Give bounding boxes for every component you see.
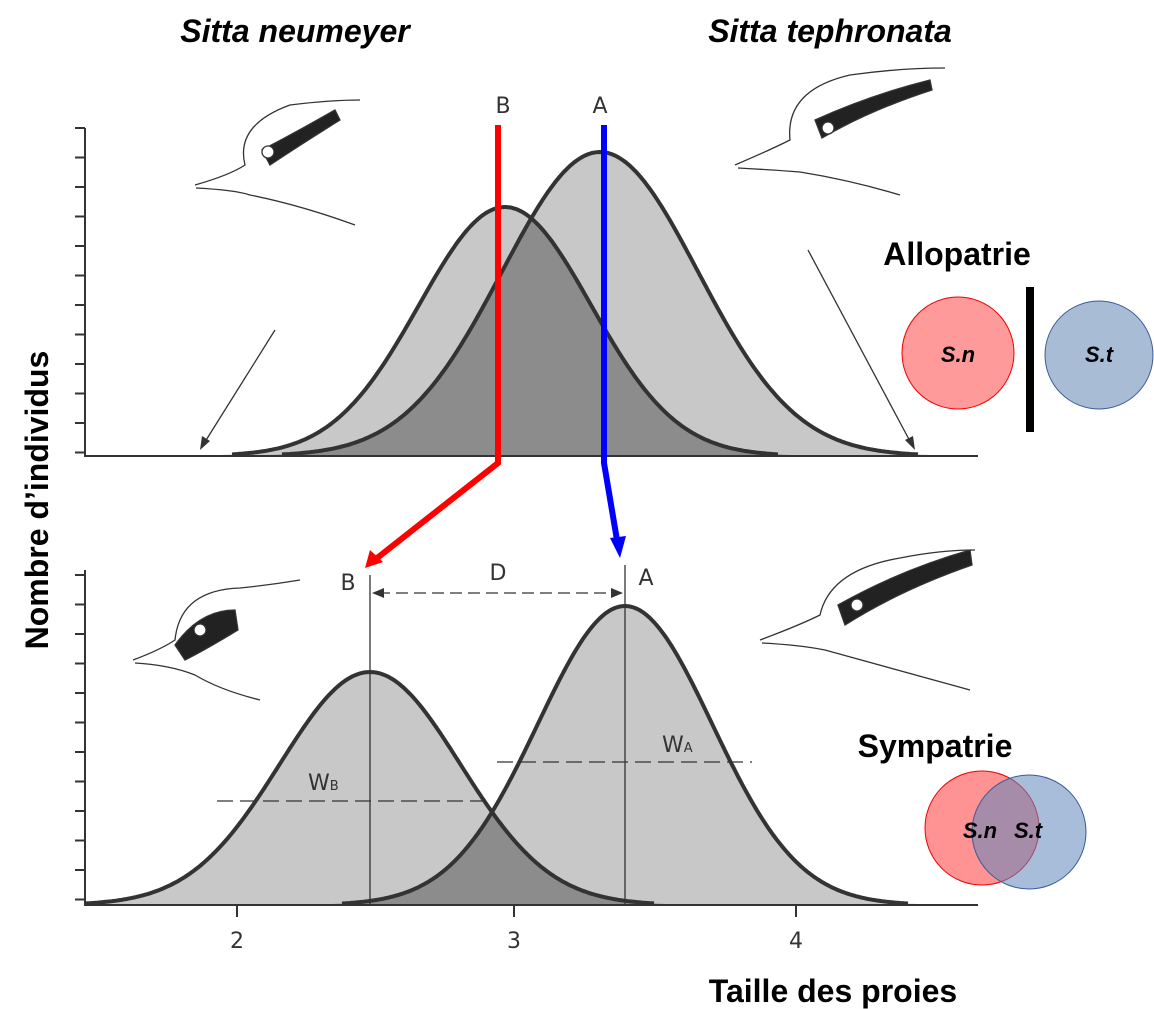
marker-label: B [340, 571, 355, 596]
distance-label: D [490, 561, 507, 586]
width-sub: B [330, 779, 339, 794]
y-ticks [75, 127, 85, 901]
width-sub: A [684, 741, 693, 756]
circle-label: S.t [1014, 818, 1044, 843]
circle-label: S.n [941, 342, 975, 367]
width-main: W [662, 733, 684, 758]
species-right: Sitta tephronata [708, 13, 952, 49]
width-main: W [308, 771, 330, 796]
red-shift-arrow [370, 125, 501, 565]
overlap-fill [86, 219, 976, 456]
red-arrowhead [365, 550, 383, 568]
species-left: Sitta neumeyer [180, 13, 411, 49]
marker-label: A [638, 566, 653, 591]
x-tick-label: 2 [230, 929, 244, 954]
circle-label: S.n [963, 818, 997, 843]
pointer-lines [202, 249, 913, 446]
curves [85, 149, 976, 906]
bottom-axis [84, 570, 978, 906]
x-axis-label: Taille des proies [709, 973, 957, 1009]
circle-st [971, 774, 1087, 890]
width-lines [217, 761, 752, 802]
circle-sn [901, 296, 1015, 410]
sympatrie-title: Sympatrie [858, 728, 1013, 764]
marker-label: B [495, 94, 510, 119]
bird-heads [132, 67, 976, 701]
mean-lines [369, 565, 626, 905]
width-b-label: WB [308, 771, 339, 796]
y-axis-label: Nombre d’individus [19, 351, 55, 650]
circle-label: S.t [1085, 342, 1115, 367]
width-a-label: WA [662, 733, 693, 758]
x-tick-label: 4 [789, 929, 803, 954]
axes [75, 127, 978, 917]
blue-shift-arrow [601, 125, 620, 541]
x-tick-label: 3 [507, 929, 521, 954]
curve-fill [86, 672, 976, 905]
marker-label: A [592, 94, 607, 119]
curve-line [231, 205, 779, 457]
allopatrie-title: Allopatrie [883, 236, 1031, 272]
x-tick-marks [236, 905, 797, 917]
circle-st [1044, 300, 1154, 410]
top-axis [84, 128, 978, 457]
blue-arrowhead [610, 536, 626, 558]
curve-line [281, 149, 919, 457]
curve-fill [86, 606, 976, 905]
